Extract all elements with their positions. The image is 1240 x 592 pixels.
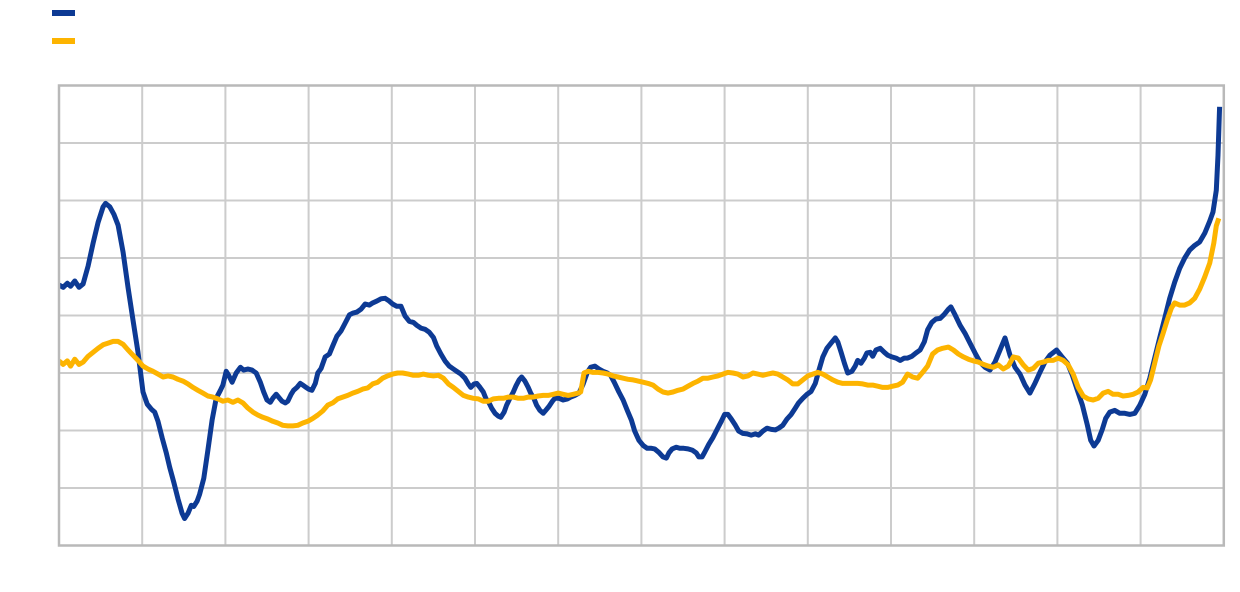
legend-item-yellow — [52, 38, 83, 44]
legend-swatch-yellow-dash-icon — [52, 38, 75, 44]
yellow-line — [59, 217, 1222, 429]
blue-line — [59, 106, 1223, 521]
plot-border — [57, 84, 1226, 547]
legend-item-blue — [52, 10, 83, 16]
legend-swatch-blue-dash-icon — [52, 10, 75, 16]
